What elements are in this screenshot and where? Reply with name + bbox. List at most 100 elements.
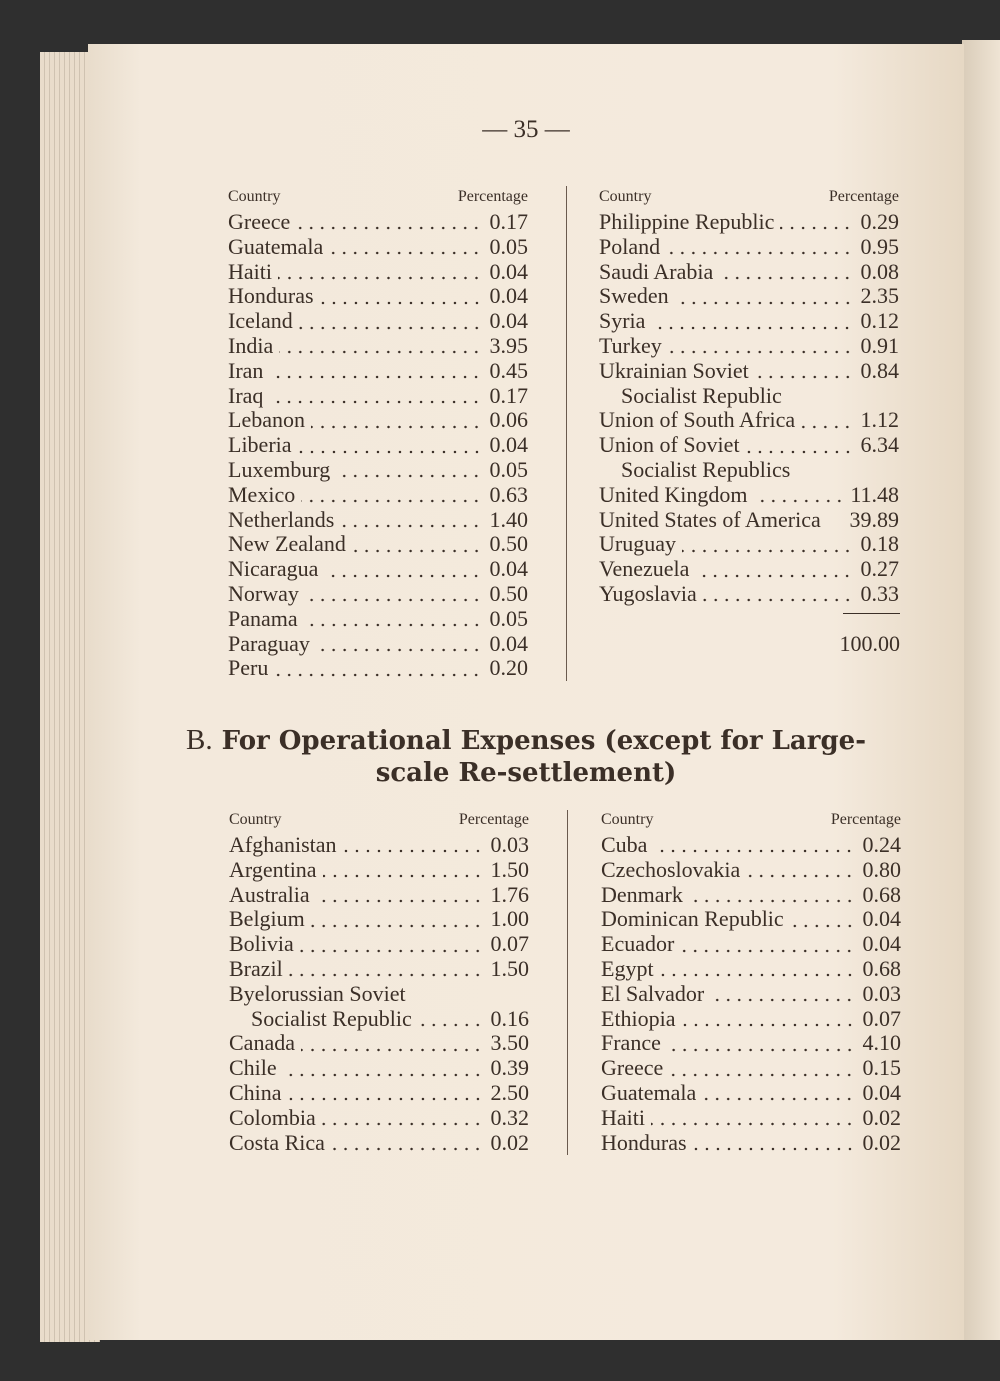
table-header: Country Percentage bbox=[228, 184, 528, 210]
percentage-value: 0.07 bbox=[490, 931, 530, 957]
table-row: Afghanistan 0.03 bbox=[229, 832, 529, 858]
dot-leader bbox=[753, 499, 845, 504]
dot-leader bbox=[827, 524, 844, 528]
section-a-left-table: Country Percentage Greece 0.17 Guatemala 0.05… bbox=[228, 184, 528, 681]
dot-leader bbox=[651, 1122, 855, 1127]
country-name: Uruguay bbox=[599, 531, 676, 557]
percentage-value: 0.04 bbox=[489, 432, 529, 458]
percentage-value: 3.95 bbox=[489, 332, 529, 358]
country-name: Belgium bbox=[229, 906, 305, 932]
percentage-value: 0.63 bbox=[489, 481, 529, 507]
percentage-value: 0.17 bbox=[489, 382, 529, 408]
table-row: Saudi Arabia 0.08 bbox=[599, 259, 899, 285]
table-row: Socialist Republics bbox=[599, 456, 899, 483]
next-page-edge bbox=[962, 40, 1000, 1340]
dot-leader bbox=[269, 375, 482, 380]
country-name: Norway bbox=[228, 580, 299, 606]
dot-leader bbox=[351, 548, 482, 553]
dot-leader bbox=[299, 948, 483, 953]
percentage-value: 0.04 bbox=[489, 283, 529, 309]
dot-leader bbox=[666, 1047, 855, 1052]
percentage-value: 0.32 bbox=[490, 1104, 530, 1130]
dot-leader bbox=[754, 375, 853, 380]
table-row: Philippine Republic 0.29 bbox=[599, 209, 899, 235]
table-row: Luxemburg 0.05 bbox=[228, 456, 528, 483]
column-divider bbox=[567, 810, 568, 1155]
percentage-value: 2.50 bbox=[490, 1079, 530, 1105]
percentage-value: 0.84 bbox=[860, 357, 900, 383]
country-name: Socialist Republic bbox=[621, 382, 782, 408]
dot-leader bbox=[669, 1072, 855, 1077]
table-row: China 2.50 bbox=[229, 1079, 530, 1106]
percentage-value: 0.39 bbox=[490, 1055, 530, 1081]
country-name: Greece bbox=[228, 209, 291, 234]
country-name: Haiti bbox=[228, 258, 272, 284]
country-name: Poland bbox=[599, 233, 661, 259]
country-name: Socialist Republics bbox=[621, 456, 791, 482]
dot-leader bbox=[310, 923, 483, 928]
percentage-value: 11.48 bbox=[850, 481, 899, 507]
percentage-value: 4.10 bbox=[862, 1030, 902, 1056]
country-name: Peru bbox=[228, 655, 269, 681]
table-row: Cuba 0.24 bbox=[601, 832, 902, 858]
table-row: Guatemala 0.04 bbox=[601, 1080, 901, 1106]
percentage-value: 0.04 bbox=[862, 931, 902, 957]
country-name: Haiti bbox=[601, 1104, 645, 1130]
percentage-value: 0.18 bbox=[860, 531, 900, 557]
country-name: Greece bbox=[601, 1055, 664, 1081]
percentage-value: 3.50 bbox=[490, 1030, 530, 1056]
country-name: China bbox=[229, 1079, 282, 1105]
dot-leader bbox=[304, 598, 482, 603]
percentage-value: 0.68 bbox=[862, 881, 902, 907]
table-row: Greece 0.15 bbox=[601, 1055, 901, 1081]
country-name: Union of Soviet bbox=[599, 432, 740, 458]
percentage-value: 6.34 bbox=[860, 432, 900, 458]
country-name: Chile bbox=[229, 1055, 277, 1081]
dot-leader bbox=[695, 573, 853, 578]
table-row: Guatemala 0.05 bbox=[228, 233, 528, 260]
percentage-value: 0.16 bbox=[490, 1005, 530, 1031]
percentage-value: 0.04 bbox=[862, 906, 902, 932]
percentage-value: 1.12 bbox=[860, 407, 900, 433]
dot-leader bbox=[688, 898, 855, 903]
table-row: El Salvador 0.03 bbox=[601, 981, 901, 1007]
percentage-value: 1.50 bbox=[490, 856, 530, 882]
table-row: Colombia 0.32 bbox=[229, 1104, 530, 1131]
country-name: Australia bbox=[229, 881, 310, 907]
table-row: Union of South Africa 1.12 bbox=[599, 408, 899, 433]
percentage-value: 0.06 bbox=[489, 407, 529, 433]
country-name: Byelorussian Soviet bbox=[229, 980, 406, 1006]
dot-leader bbox=[288, 973, 483, 978]
dot-leader bbox=[745, 449, 853, 454]
dot-leader bbox=[666, 251, 853, 256]
dot-leader bbox=[297, 449, 482, 454]
country-name: Netherlands bbox=[228, 506, 335, 532]
dot-leader bbox=[719, 275, 853, 280]
dot-leader bbox=[342, 849, 483, 854]
country-name: Colombia bbox=[229, 1104, 316, 1130]
table-row: India 3.95 bbox=[228, 332, 529, 359]
percentage-value: 1.00 bbox=[490, 906, 530, 932]
country-name: Socialist Republic bbox=[251, 1005, 412, 1031]
table-row: Belgium 1.00 bbox=[229, 907, 529, 932]
dot-leader bbox=[298, 325, 482, 330]
percentage-value: 0.24 bbox=[862, 832, 902, 857]
table-row: Bolivia 0.07 bbox=[229, 931, 530, 957]
country-name: Guatemala bbox=[228, 233, 324, 259]
country-name: New Zealand bbox=[228, 531, 346, 557]
country-name: Sweden bbox=[599, 283, 669, 309]
table-row: Brazil 1.50 bbox=[229, 956, 529, 982]
country-name: United States of America bbox=[599, 506, 821, 532]
percentage-value: 0.12 bbox=[860, 308, 900, 334]
country-name: India bbox=[228, 332, 274, 358]
table-header: Country Percentage bbox=[229, 807, 529, 833]
section-a-right-table: Country Percentage Philippine Republic 0.29… bbox=[599, 184, 899, 607]
country-name: Lebanon bbox=[228, 407, 305, 433]
country-name: Afghanistan bbox=[229, 832, 337, 857]
country-name: Luxemburg bbox=[228, 456, 331, 482]
percentage-value: 1.40 bbox=[489, 506, 529, 532]
country-name: Liberia bbox=[228, 432, 292, 458]
country-name: Honduras bbox=[601, 1129, 687, 1155]
percentage-value: 2.35 bbox=[860, 283, 900, 309]
dot-leader bbox=[789, 923, 855, 928]
